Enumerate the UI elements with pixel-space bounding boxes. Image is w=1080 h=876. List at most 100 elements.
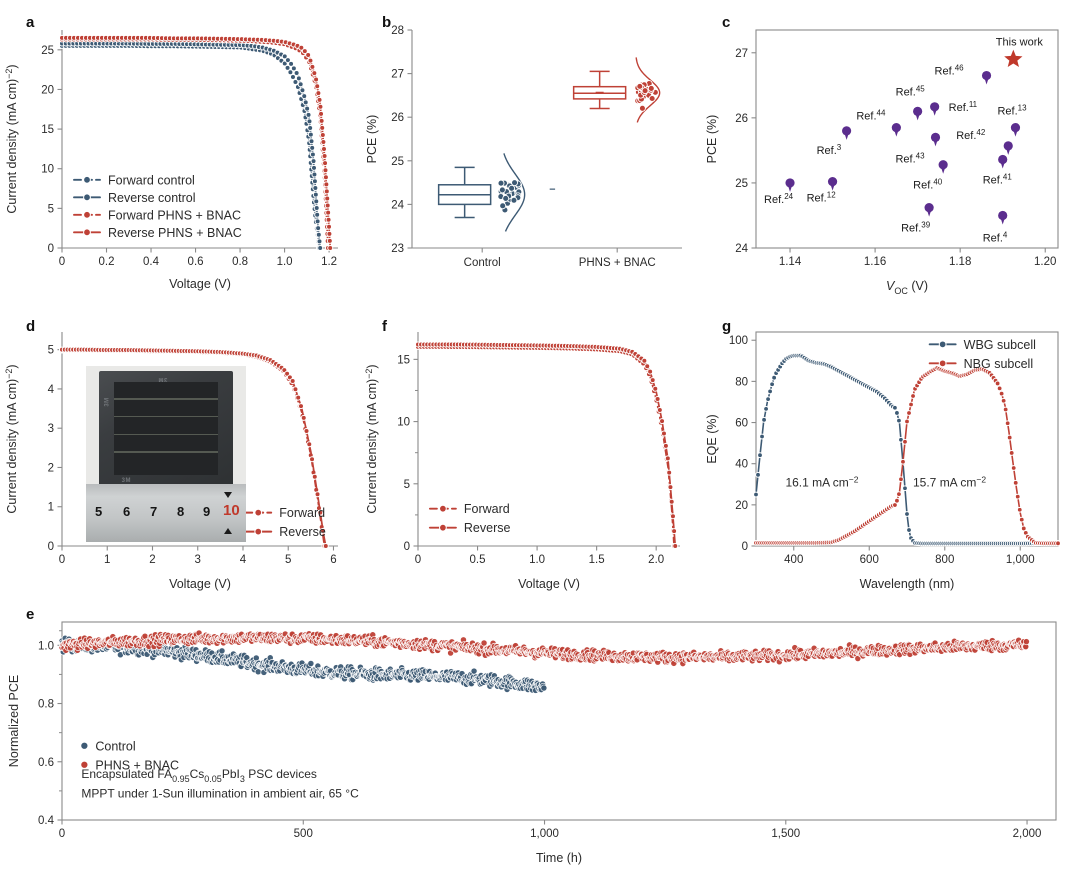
series-2 [59, 346, 329, 549]
data-point [502, 194, 510, 202]
panel-a-legend: Forward control Reverse control Forward PH… [73, 173, 242, 240]
y-axis-label: Normalized PCE [7, 675, 21, 767]
stability-point [1022, 638, 1030, 646]
ref-point-41: Ref.41 [983, 154, 1012, 186]
y-tick-label: 15 [397, 354, 410, 366]
curve-marker [322, 543, 329, 549]
data-point [641, 87, 649, 95]
y-tick-label: 24 [391, 199, 404, 211]
curve-marker [292, 386, 299, 393]
legend-label: Forward [279, 506, 325, 520]
curve-marker [660, 430, 667, 437]
y-tick-label: 26 [391, 112, 404, 124]
stability-point [470, 667, 478, 675]
curve-marker [317, 245, 324, 251]
panel-f: f 0 0.5 1.0 1.5 2.0 0 5 10 15 Voltage (V) Current … [360, 300, 700, 600]
ref-label: Ref.11 [949, 100, 978, 114]
y-tick-label: 24 [735, 243, 748, 255]
stability-point [480, 639, 488, 647]
legend-marker [254, 527, 263, 536]
eqe-marker [894, 497, 900, 504]
curve-marker [666, 469, 673, 476]
x-tick-label: 0 [59, 256, 65, 268]
legend-item: WBG subcell [928, 338, 1036, 352]
curve-marker [317, 509, 324, 516]
annotation-conditions: MPPT under 1-Sun illumination in ambient… [81, 786, 359, 800]
curve-marker [305, 52, 312, 59]
pin-head [842, 126, 852, 136]
jsc-annotation-2: 15.7 mA cm−2 [913, 474, 986, 489]
x-tick-label: 1.5 [589, 554, 605, 566]
curve [417, 343, 677, 547]
ref-point-12: Ref.12 [807, 177, 838, 205]
x-axis-label: Time (h) [536, 851, 582, 865]
x-tick-label: 2 [149, 554, 155, 566]
curve-marker [323, 188, 330, 195]
eqe-marker [902, 438, 908, 445]
ref-label: Ref.46 [935, 64, 965, 78]
ref-point-45: Ref.45 [896, 84, 925, 121]
y-tick-label: 5 [48, 345, 54, 357]
x-tick-label: 0 [415, 554, 421, 566]
x-tick-label: 2.0 [648, 554, 664, 566]
curve-marker [312, 191, 319, 198]
data-point [498, 186, 506, 194]
panel-c-plot: 1.14 1.16 1.18 1.20 24 25 26 27 VOC (V) PCE (%) Re… [705, 29, 1059, 296]
legend-item: Forward control [73, 173, 195, 187]
curve-marker [647, 368, 654, 375]
legend-label: Forward [464, 502, 510, 516]
x-tick-label: 0.8 [232, 256, 248, 268]
ruler-number-6: 6 [123, 503, 131, 519]
ruler-arrow-down [224, 491, 232, 498]
data-point [508, 184, 516, 192]
panel-c-label: c [722, 14, 731, 31]
legend-item: PHNS + BNAC [80, 758, 179, 772]
y-tick-label: 26 [735, 113, 748, 125]
eqe-marker [904, 418, 910, 425]
panel-g-plot: 400 600 800 1,000 0 20 40 60 80 100 Wavelength (nm… [705, 331, 1061, 591]
panel-g-label: g [722, 318, 732, 335]
ruler-arrow-up [224, 528, 232, 534]
ruler-number-5: 5 [95, 503, 103, 519]
curve-marker [315, 225, 322, 232]
ruler-number-9: 9 [203, 503, 211, 519]
curve-marker [304, 105, 311, 112]
panel-c: c 1.14 1.16 1.18 1.20 24 25 26 27 VOC (V) PCE (%)… [700, 0, 1080, 300]
y-tick-label: 27 [735, 48, 748, 60]
legend-label: NBG subcell [964, 357, 1033, 371]
eqe-marker [765, 396, 771, 402]
ruler-number-10: 10 [223, 501, 240, 519]
curve-marker [290, 65, 297, 72]
curve-marker [305, 111, 312, 118]
panel-d-label: d [26, 318, 36, 335]
ref-point-11: Ref.11 [930, 100, 978, 116]
panel-e: e 0 500 1,000 1,500 2,000 0.4 0.6 0.8 1.0 Time (h… [0, 596, 1080, 876]
y-tick-label: 25 [41, 45, 54, 57]
x-tick-label: 800 [935, 554, 954, 566]
legend-item: Reverse [244, 525, 326, 539]
series-2 [58, 629, 1030, 668]
curve-marker [314, 211, 321, 218]
ref-point-24: Ref.24 [764, 178, 795, 206]
data-point [647, 84, 655, 92]
legend-item: Reverse PHNS + BNAC [73, 226, 242, 240]
x-tick-label: 4 [240, 554, 247, 566]
y-tick-label: 25 [735, 178, 748, 190]
y-tick-label: 100 [729, 335, 748, 347]
y-tick-label: 0 [48, 541, 54, 553]
curve-marker [309, 151, 316, 158]
x-axis-label: Wavelength (nm) [860, 577, 955, 591]
jsc-annotation-1: 16.1 mA cm−2 [785, 474, 858, 489]
eqe-marker [906, 410, 912, 416]
ref-label: Ref.42 [956, 128, 986, 142]
curve-marker [326, 230, 333, 237]
y-tick-label: 5 [404, 479, 410, 491]
y-tick-label: 15 [41, 124, 54, 136]
eqe-marker [1055, 540, 1061, 547]
x-tick-label: 1,500 [771, 828, 800, 840]
y-tick-label: 0.8 [38, 699, 54, 711]
curve-marker [321, 153, 328, 160]
legend-marker [938, 359, 947, 368]
y-tick-label: 3 [48, 423, 54, 435]
x-axis-label: Voltage (V) [169, 577, 231, 591]
